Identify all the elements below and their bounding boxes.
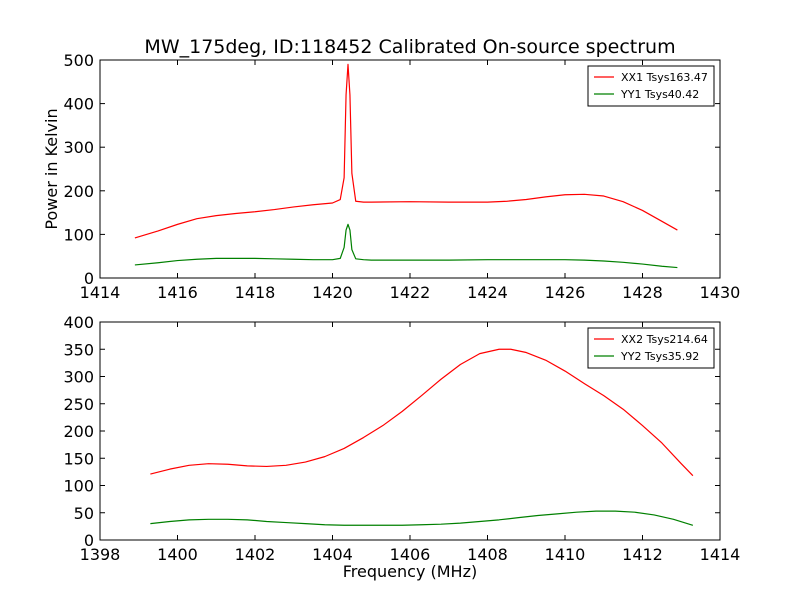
panel2-y-tick-label: 50 bbox=[74, 504, 94, 523]
panel2-x-tick-label: 1410 bbox=[545, 545, 586, 564]
panel1-x-tick-label: 1414 bbox=[80, 283, 121, 302]
panel2-x-tick-label: 1398 bbox=[80, 545, 121, 564]
panel1-y-tick-label: 500 bbox=[63, 51, 94, 70]
panel1-y-tick-label: 0 bbox=[84, 269, 94, 288]
panel1-x-tick-label: 1422 bbox=[390, 283, 431, 302]
panel2-y-tick-label: 150 bbox=[63, 449, 94, 468]
panel2-x-tick-label: 1406 bbox=[390, 545, 431, 564]
panel2-legend-label-2: YY2 Tsys35.92 bbox=[620, 350, 699, 363]
panel1-y-tick-label: 400 bbox=[63, 95, 94, 114]
panel1-x-tick-label: 1430 bbox=[700, 283, 741, 302]
chart-title: MW_175deg, ID:118452 Calibrated On-sourc… bbox=[144, 36, 675, 58]
panel1-legend-label-2: YY1 Tsys40.42 bbox=[620, 88, 699, 101]
panel2-x-tick-label: 1400 bbox=[157, 545, 198, 564]
panel2-legend: XX2 Tsys214.64 YY2 Tsys35.92 bbox=[587, 327, 715, 369]
panel2-x-axis-label: Frequency (MHz) bbox=[343, 562, 477, 581]
panel2-y-tick-label: 300 bbox=[63, 368, 94, 387]
panel2-y-tick-label: 0 bbox=[84, 531, 94, 550]
panel1-x-tick-label: 1428 bbox=[622, 283, 663, 302]
panel2-x-tick-label: 1414 bbox=[700, 545, 741, 564]
panel1-series-line-1 bbox=[134, 63, 678, 239]
panel2-y-tick-label: 100 bbox=[63, 477, 94, 496]
panel1-x-tick-label: 1424 bbox=[467, 283, 508, 302]
panel2-x-tick-label: 1402 bbox=[235, 545, 276, 564]
panel1-y-tick-label: 100 bbox=[63, 225, 94, 244]
panel2-y-tick-label: 350 bbox=[63, 340, 94, 359]
top-axes: 1414 1416 1418 1420 1422 1424 1426 1428 1430 0 100… bbox=[42, 51, 740, 302]
panel1-series-line-2 bbox=[134, 223, 678, 269]
panel1-x-tick-label: 1416 bbox=[157, 283, 198, 302]
panel1-x-tick-label: 1420 bbox=[312, 283, 353, 302]
panel1-y-axis-label: Power in Kelvin bbox=[42, 108, 61, 229]
panel2-x-tick-label: 1412 bbox=[622, 545, 663, 564]
panel2-legend-box bbox=[587, 327, 715, 369]
panel2-x-tick-label: 1408 bbox=[467, 545, 508, 564]
panel2-y-tick-label: 400 bbox=[63, 313, 94, 332]
panel1-y-tick-label: 200 bbox=[63, 182, 94, 201]
panel2-series-line-1 bbox=[150, 348, 694, 477]
panel2-y-tick-label: 250 bbox=[63, 395, 94, 414]
panel1-legend-box bbox=[587, 65, 715, 107]
panel2-legend-label-1: XX2 Tsys214.64 bbox=[621, 333, 708, 346]
panel2-y-tick-label: 200 bbox=[63, 422, 94, 441]
panel1-x-tick-label: 1426 bbox=[545, 283, 586, 302]
panel2-series-line-2 bbox=[150, 510, 694, 526]
panel2-x-tick-label: 1404 bbox=[312, 545, 353, 564]
panel1-legend: XX1 Tsys163.47 YY1 Tsys40.42 bbox=[587, 65, 715, 107]
panel1-y-tick-label: 300 bbox=[63, 138, 94, 157]
panel1-legend-label-1: XX1 Tsys163.47 bbox=[621, 71, 708, 84]
bottom-axes: 1398 1400 1402 1404 1406 1408 1410 1412 1414 0 50 1… bbox=[63, 313, 740, 581]
panel1-x-tick-label: 1418 bbox=[235, 283, 276, 302]
